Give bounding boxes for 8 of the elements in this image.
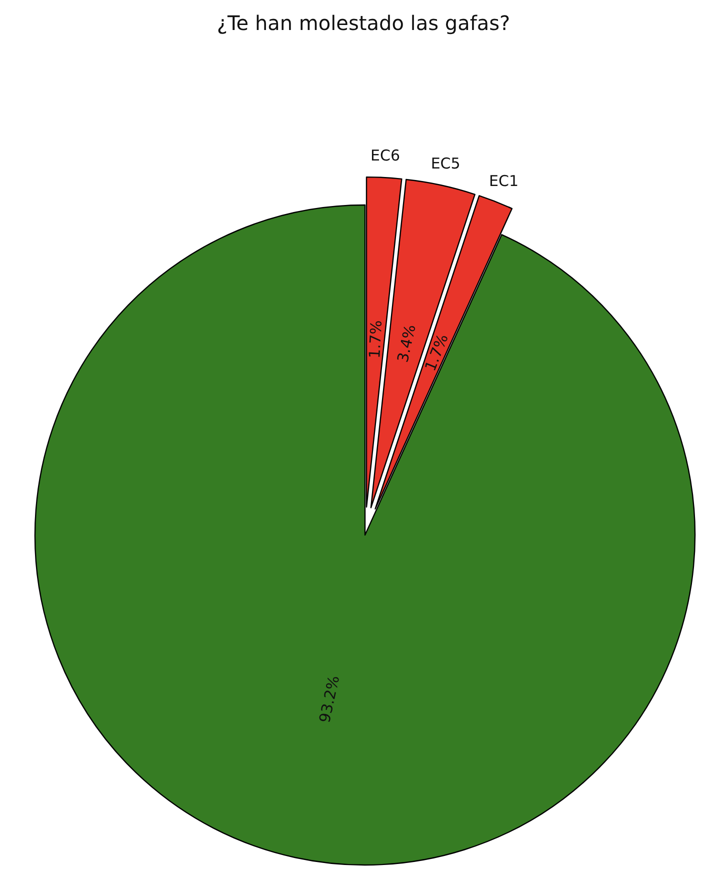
slice-label: EC5 [430, 154, 460, 173]
data-label: 1.7% [421, 332, 452, 374]
slice-label: EC6 [370, 146, 400, 165]
data-label: 93.2% [316, 674, 344, 724]
chart-title: ¿Te han molestado las gafas? [216, 11, 510, 35]
data-label: 3.4% [394, 322, 420, 364]
slice-label: EC1 [489, 172, 519, 190]
data-label: 1.7% [365, 320, 386, 359]
